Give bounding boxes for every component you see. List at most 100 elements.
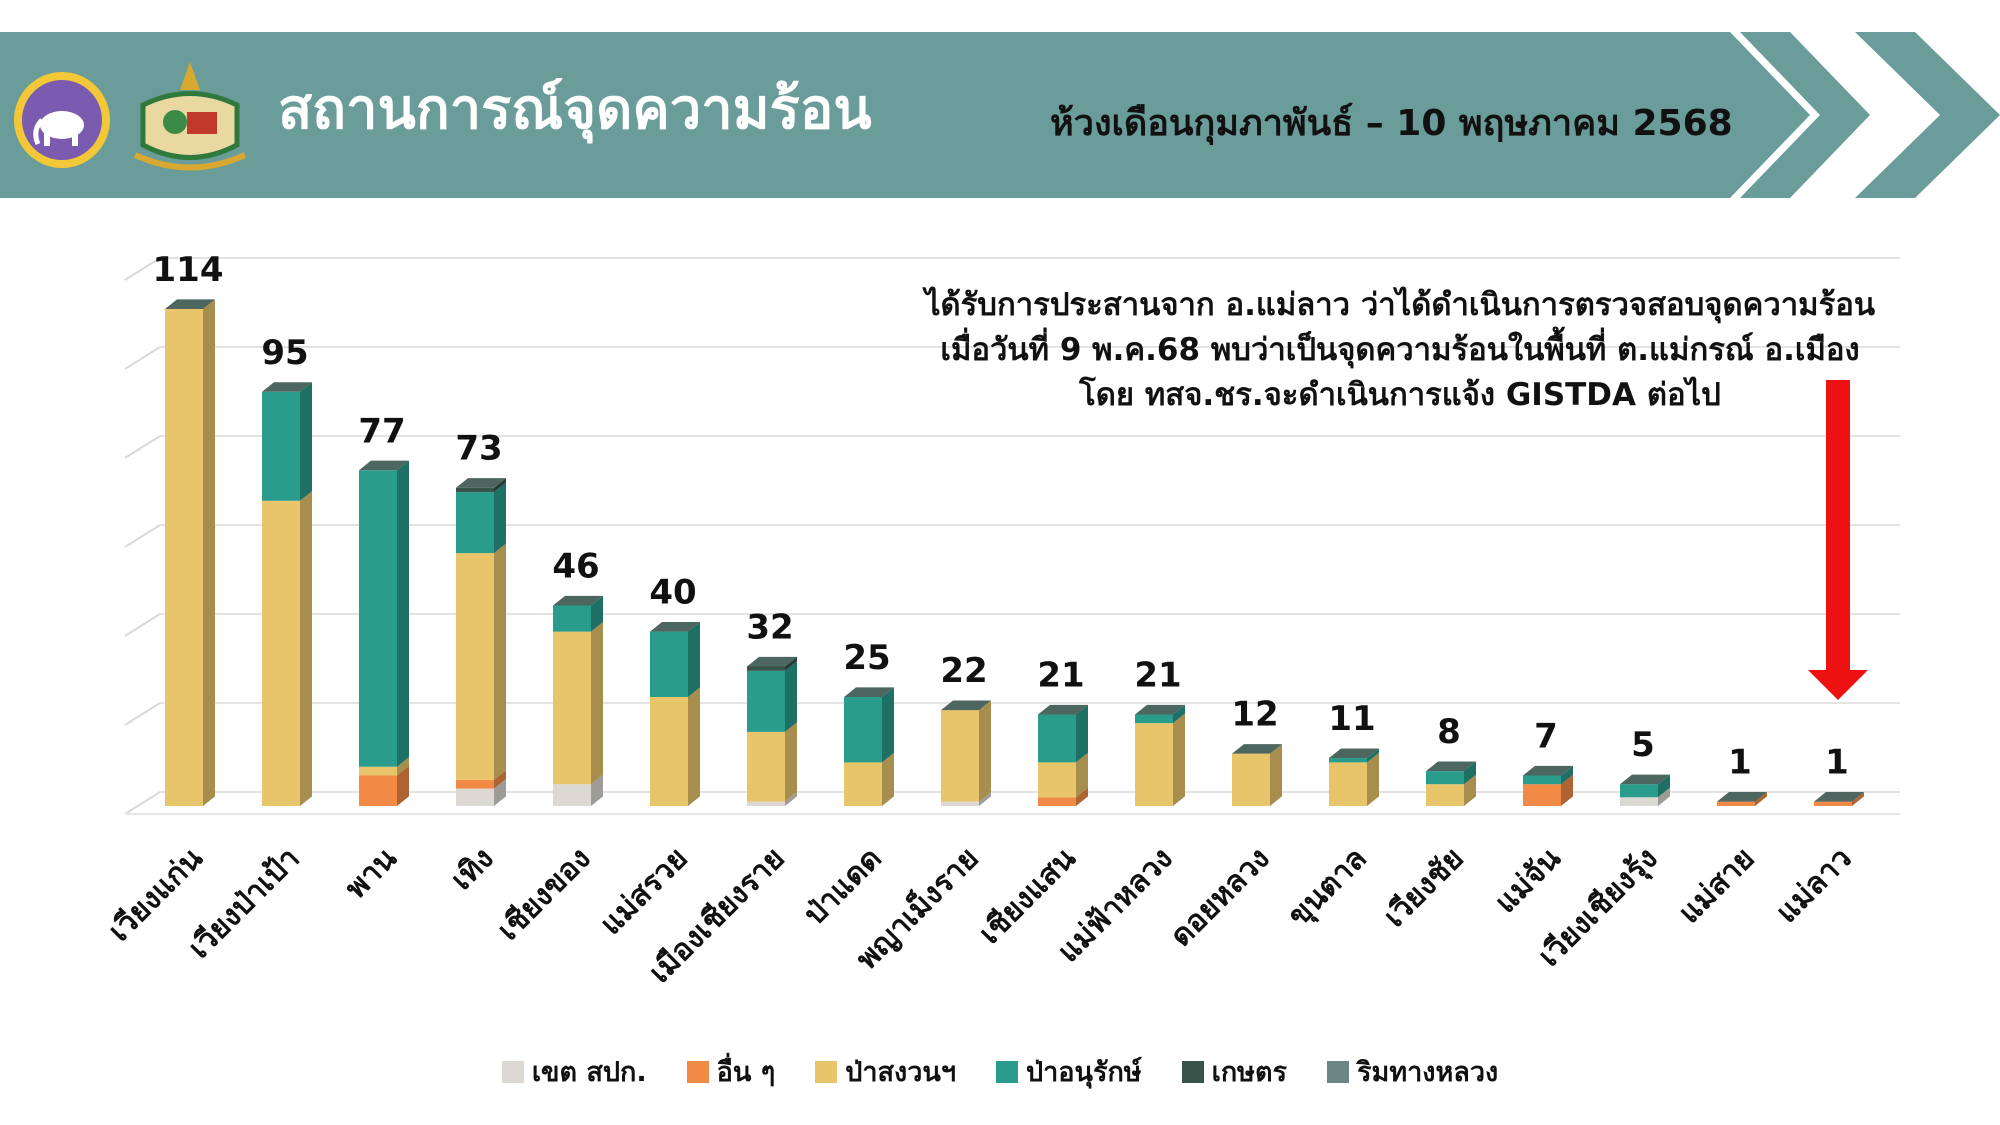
bar-total-label: 25 [843,638,890,678]
legend-swatch [1181,1060,1204,1083]
bar-segment [747,801,785,806]
bar-segment-side [1755,792,1767,806]
bar-segment [359,766,397,776]
bar-top [165,299,215,309]
bar-segment-side [785,656,797,671]
bar-segment-side [300,491,312,806]
bar-segment [1329,762,1367,806]
legend-item: เขต สปก. [501,1050,647,1093]
bar-segment-side [785,792,797,806]
bar-segment [1329,758,1367,763]
legend-label: ป่าสงวนฯ [845,1057,956,1088]
bar-total-label: 32 [746,607,793,647]
bar-segment-side [591,774,603,806]
bar-segment [553,631,591,785]
bar-total-label: 77 [358,411,405,451]
legend-swatch [501,1060,524,1083]
bar-segment [1135,723,1173,806]
page-subtitle: ห้วงเดือนกุมภาพันธ์ – 10 พฤษภาคม 2568 [1050,103,1733,144]
bar-segment [359,775,397,806]
gridline-depth [124,791,161,815]
bar-segment [262,391,300,501]
legend-item: ป่าสงวนฯ [815,1050,956,1093]
bar-segment-side [688,622,700,697]
bar-segment [747,731,785,802]
bar-segment-side [688,687,700,806]
bar-total-label: 21 [1037,655,1084,695]
annotation-line: เมื่อวันที่ 9 พ.ค.68 พบว่าเป็นจุดความร้อ… [940,332,1860,368]
bar-segment [456,487,494,493]
bar-segment [165,308,203,806]
bar-segment [359,470,397,767]
bar-segment-side [494,478,506,493]
bar-segment-side [591,595,603,632]
bar-segment-side [882,687,894,763]
bar-segment [1620,784,1658,798]
bar-segment [456,492,494,554]
bar-segment [456,553,494,780]
category-label: แม่สรวย [594,841,695,942]
chart-gridlines [124,257,1900,815]
bar-segment-side [1464,774,1476,806]
bar-segment-side [397,765,409,806]
page-title: สถานการณ์จุดความร้อน [278,77,872,142]
bar-segment [650,631,688,697]
bar-segment-side [1076,787,1088,806]
bar-top [359,460,409,471]
gridline-depth [124,524,161,548]
gridline-depth [124,702,161,726]
bar-segment-side [300,382,312,501]
bar-top [1329,748,1379,759]
red-arrow-icon [1808,380,1868,700]
category-label: เชียงของ [491,841,598,948]
bar-top [844,687,894,697]
bar-segment [262,500,300,806]
header-banner [0,32,2000,198]
bar-segment [1038,762,1076,798]
bar-segment [553,605,591,632]
chart-legend: เขต สปก. อื่น ๆ ป่าสงวนฯ ป่าอนุรักษ์ เกษตร ริ… [0,1050,2000,1093]
bar-top [650,622,700,632]
bar-segment-side [1076,704,1088,763]
gridline-depth [124,346,161,370]
bar-segment-side [882,752,894,806]
bar-segment-side [1464,761,1476,785]
bar-segment [844,697,882,763]
bar-segment [1038,714,1076,763]
bar-total-label: 46 [552,546,599,586]
bar-total-label: 1 [1728,743,1752,783]
bar-segment-side [1367,748,1379,763]
bar-top [1620,774,1670,785]
bar-segment-side [1561,765,1573,785]
bar-total-label: 8 [1437,712,1461,752]
bar-total-label: 1 [1825,743,1849,783]
bar-segment [1717,801,1755,806]
bar-segment-side [785,661,797,732]
department-emblem-logo [133,62,247,171]
bar-total-label: 114 [153,250,224,290]
bar-segment [1135,714,1173,724]
legend-item: ริมทางหลวง [1327,1050,1498,1093]
bar-segment [1620,797,1658,806]
annotation-line: ได้รับการประสานจาก อ.แม่ลาว ว่าได้ดำเนิน… [924,287,1876,323]
legend-item: อื่น ๆ [686,1050,775,1093]
category-label: เทิง [444,841,500,897]
bar-segment-side [494,482,506,554]
bar-segment-side [494,778,506,806]
bar-segment-side [1173,713,1185,806]
bar-segment-side [785,722,797,802]
bar-segment-side [397,757,409,776]
bar-segment [650,697,688,806]
legend-item: ป่าอนุรักษ์ [995,1050,1142,1093]
bar-top [1814,792,1864,802]
bar-total-label: 5 [1631,725,1655,765]
bar-top [1426,761,1476,772]
annotation-line: โดย ทสจ.ชร.จะดำเนินการแจ้ง GISTDA ต่อไป [1079,377,1721,413]
bar-segment-side [1852,792,1864,806]
bar-total-label: 73 [455,429,502,469]
bar-segment [747,666,785,671]
bar-segment-side [1561,774,1573,806]
bar-segment-side [1270,744,1282,806]
legend-label: ป่าอนุรักษ์ [1025,1057,1142,1088]
